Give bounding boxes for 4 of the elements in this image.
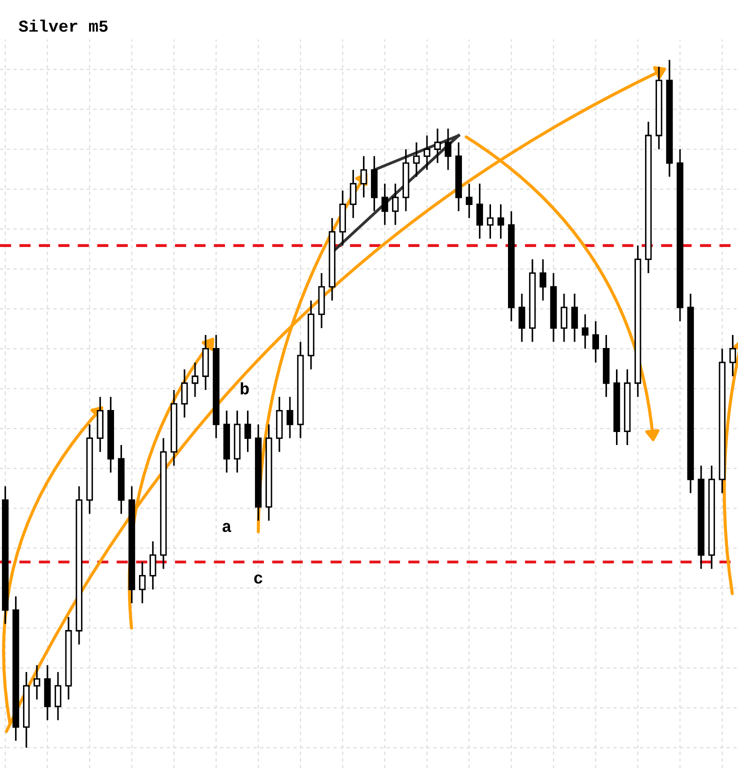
annotation: c: [254, 574, 262, 584]
chart-title: Silver m5: [18, 20, 108, 32]
annotation: b: [240, 382, 249, 394]
annotation: a: [222, 522, 232, 532]
